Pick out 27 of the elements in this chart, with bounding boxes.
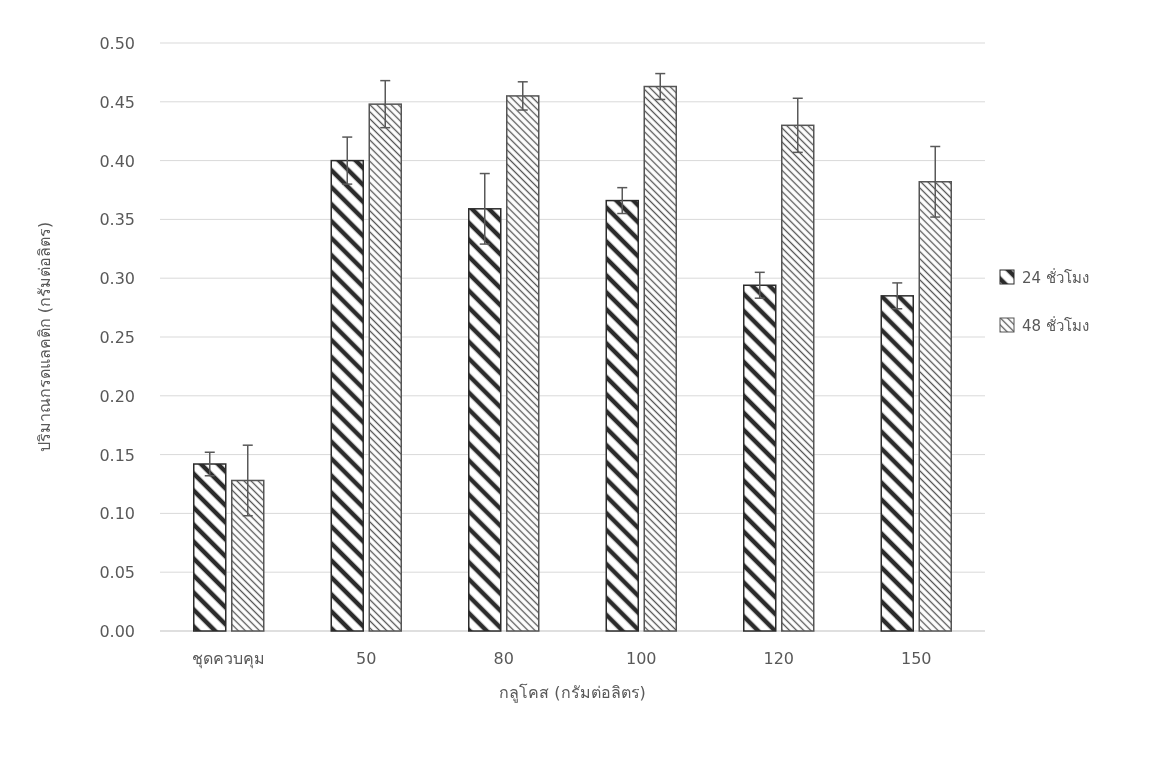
bar [193, 463, 227, 632]
y-tick-label: 0.30 [99, 269, 135, 289]
legend-label: 24 ชั่วโมง [1022, 267, 1089, 287]
y-tick-label: 0.40 [99, 151, 135, 171]
x-tick-label: 80 [493, 649, 514, 668]
y-tick-label: 0.00 [99, 622, 135, 641]
y-tick-label: 0.45 [99, 92, 135, 112]
y-axis-title: ปริมาณกรดแลคติก (กรัมต่อลิตร) [35, 221, 54, 453]
bar [743, 284, 777, 632]
y-tick-label: 0.20 [99, 386, 135, 406]
y-tick-label: 0.15 [99, 445, 135, 465]
x-axis-title: กลูโคส (กรัมต่อลิตร) [499, 683, 646, 703]
x-tick-label: 150 [900, 649, 932, 668]
bar [605, 199, 639, 632]
bar [330, 159, 364, 632]
y-tick-label: 0.05 [99, 563, 135, 583]
y-tick-label: 0.25 [99, 328, 135, 347]
x-tick-label: 120 [763, 649, 795, 668]
bar [468, 208, 502, 632]
x-tick-label: 100 [625, 649, 657, 668]
legend-label: 48 ชั่วโมง [1022, 315, 1089, 335]
bar [880, 295, 914, 632]
y-tick-label: 0.35 [99, 210, 135, 230]
y-tick-label: 0.10 [99, 504, 135, 524]
y-tick-label: 0.50 [99, 34, 135, 53]
x-tick-label: 50 [356, 649, 377, 668]
x-tick-label: ชุดควบคุม [192, 649, 266, 669]
